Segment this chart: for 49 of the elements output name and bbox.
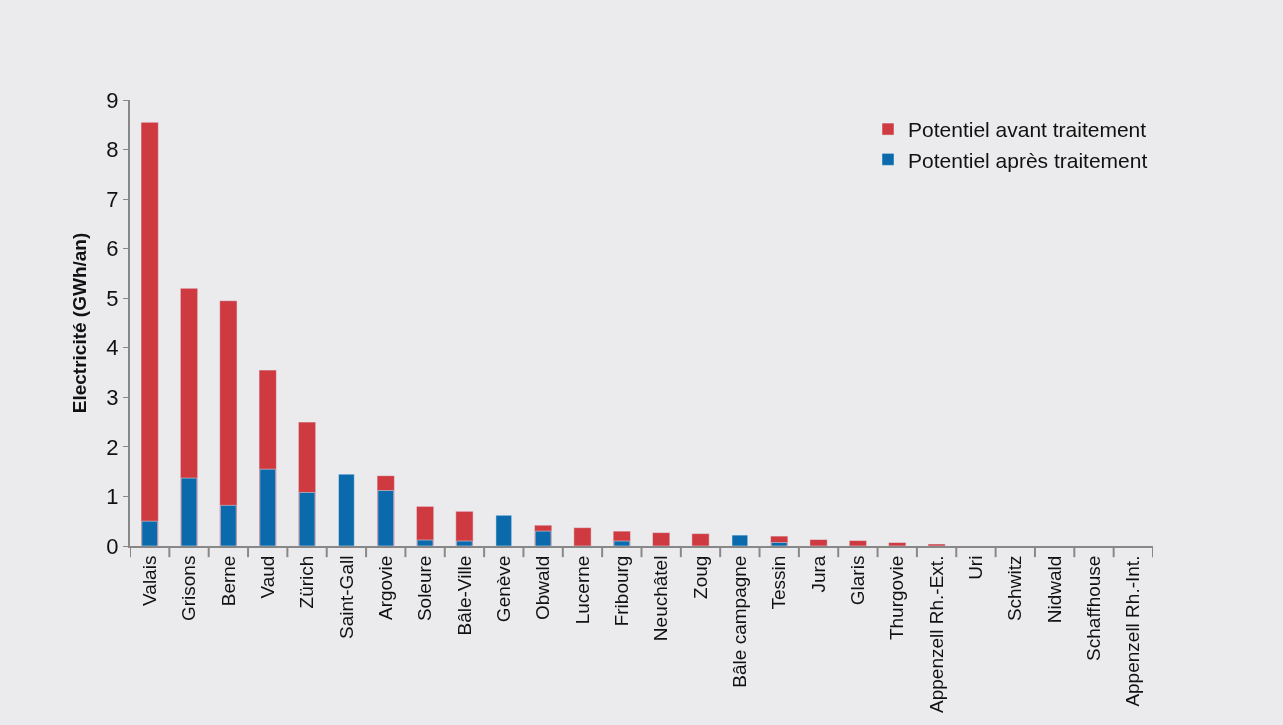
bar xyxy=(849,540,867,546)
x-tick-label: Berne xyxy=(217,555,239,607)
bar xyxy=(809,539,828,546)
legend-label: Potentiel avant traitement xyxy=(908,118,1147,142)
bar xyxy=(691,533,710,546)
y-tick-label: 1 xyxy=(106,484,119,510)
x-tick-label: Genève xyxy=(492,555,514,623)
y-tick-label: 2 xyxy=(106,434,119,460)
x-tick-label: Schaffhouse xyxy=(1083,555,1105,661)
y-tick-label: 4 xyxy=(106,335,119,361)
x-tick-label: Bâle campagne xyxy=(729,555,751,688)
x-tick-label: Bâle-Ville xyxy=(453,555,475,636)
y-tick-label: 0 xyxy=(106,533,119,559)
x-tick-label: Neuchâtel xyxy=(650,555,672,642)
y-tick-label: 3 xyxy=(106,385,119,411)
x-tick-label: Thurgovie xyxy=(886,555,908,641)
bar xyxy=(140,122,159,546)
x-tick-label: Obwald xyxy=(532,555,554,621)
x-tick-label: Jura xyxy=(807,555,829,593)
x-tick-label: Zoug xyxy=(689,555,711,599)
x-tick-label: Argovie xyxy=(374,555,396,621)
legend-label: Potentiel après traitement xyxy=(908,148,1148,172)
x-tick-label: Valais xyxy=(138,555,160,606)
x-tick-label: Zürich xyxy=(296,555,318,609)
y-tick-label: 8 xyxy=(106,137,119,163)
x-tick-label: Fribourg xyxy=(611,555,633,627)
bar xyxy=(495,515,512,546)
bar xyxy=(573,527,592,546)
x-tick-label: Saint-Gall xyxy=(335,555,357,640)
x-tick-label: Nidwald xyxy=(1043,555,1065,624)
y-tick-label: 9 xyxy=(106,87,119,113)
x-tick-label: Schwitz xyxy=(1004,555,1026,622)
y-axis-title: Electricité (GWh/an) xyxy=(68,232,90,414)
x-tick-label: Grisons xyxy=(178,555,200,622)
x-tick-label: Tessin xyxy=(768,555,790,610)
y-tick-label: 6 xyxy=(106,236,119,262)
y-tick-label: 7 xyxy=(106,186,119,212)
bar xyxy=(338,473,355,546)
y-tick-label: 5 xyxy=(106,285,119,311)
bar xyxy=(652,532,671,546)
x-tick-label: Glaris xyxy=(847,555,869,606)
x-tick-label: Uri xyxy=(965,555,987,580)
x-tick-label: Lucerne xyxy=(571,555,593,625)
x-tick-label: Appenzell Rh.-Ext. xyxy=(925,555,947,713)
x-tick-label: Soleure xyxy=(414,555,436,622)
bar xyxy=(888,542,907,546)
x-tick-label: Vaud xyxy=(256,555,278,599)
x-tick-label: Appenzell Rh.-Int. xyxy=(1122,555,1144,707)
bar xyxy=(731,534,748,546)
